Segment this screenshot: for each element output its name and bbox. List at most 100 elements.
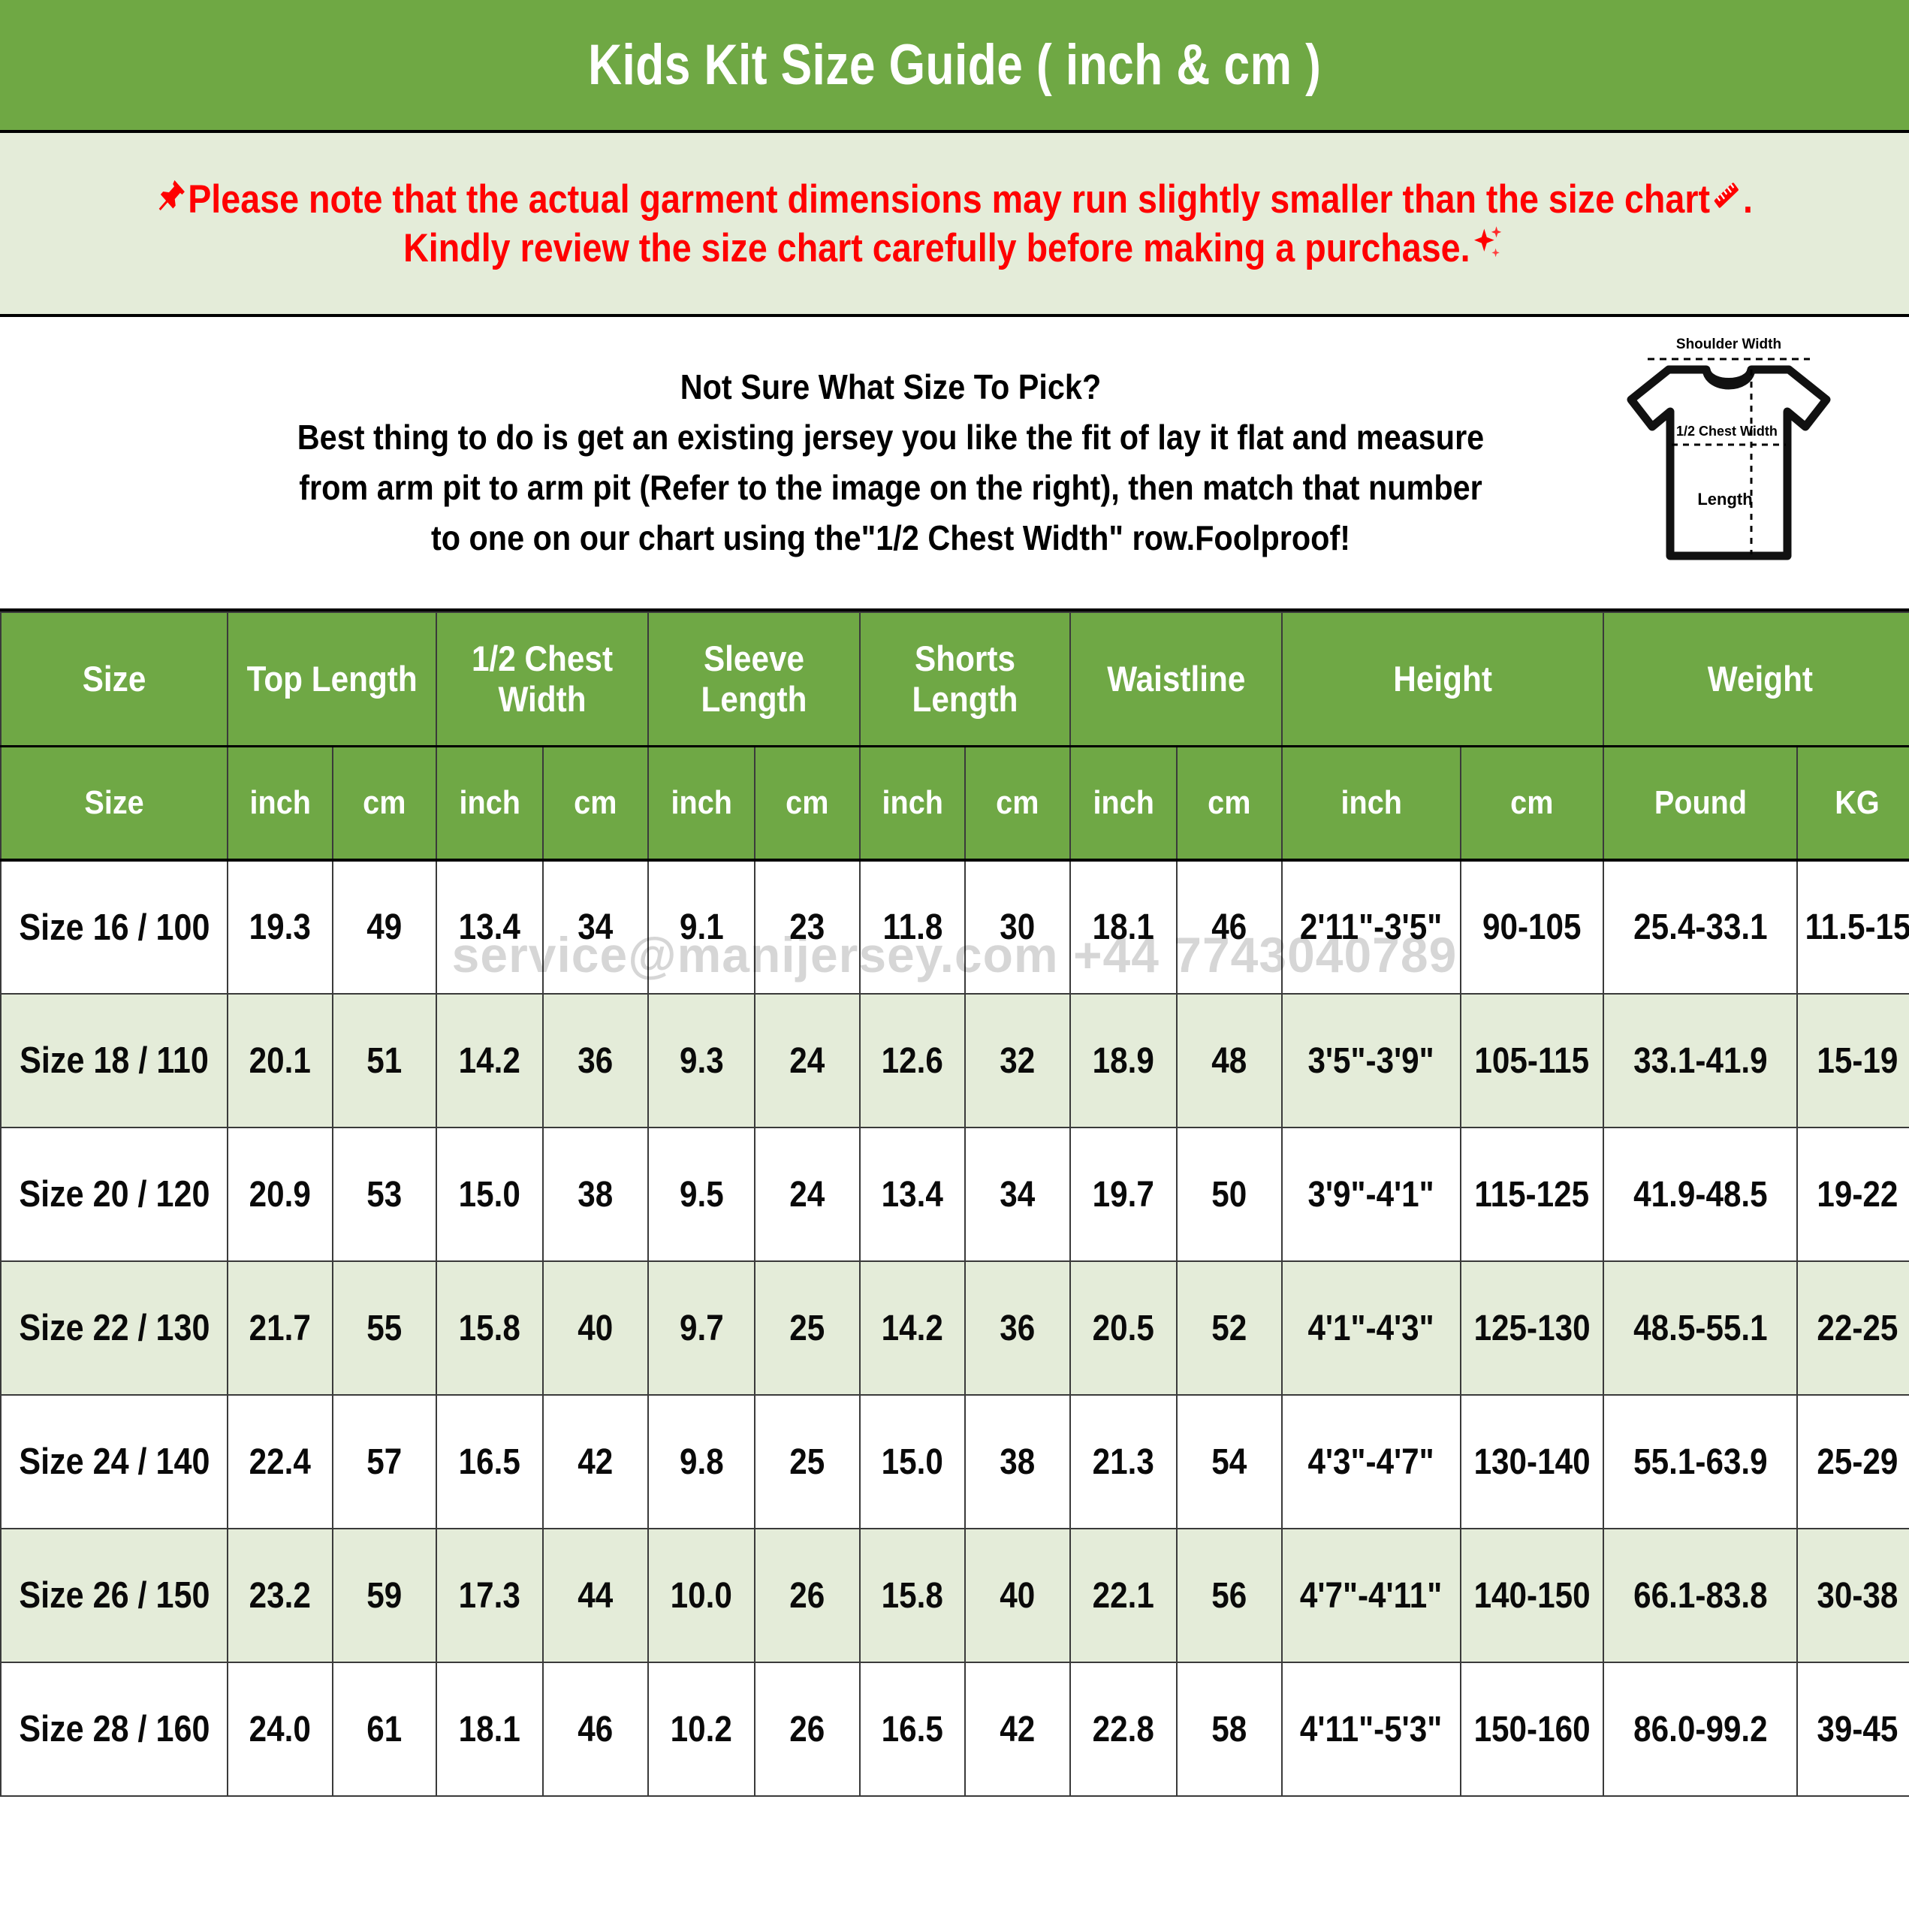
cell: 36 — [542, 993, 650, 1128]
cell: 20.1 — [227, 993, 333, 1128]
cell: 42 — [542, 1394, 650, 1529]
cell: 10.0 — [647, 1528, 756, 1663]
cell: 13.4 — [436, 859, 544, 995]
cell: 25 — [754, 1260, 861, 1396]
cell: 41.9-48.5 — [1603, 1127, 1799, 1262]
unit-header-cell: inch — [436, 744, 544, 862]
cell: 105-115 — [1460, 993, 1605, 1128]
notice-line-1: Please note that the actual garment dime… — [156, 177, 1753, 224]
cell: 57 — [331, 1394, 438, 1529]
cell: 2'11"-3'5" — [1281, 859, 1462, 995]
cell: 46 — [1176, 859, 1283, 995]
cell: 15.8 — [859, 1528, 967, 1663]
cell: 52 — [1176, 1260, 1283, 1396]
cell: 3'5"-3'9" — [1281, 993, 1462, 1128]
unit-header-cell: cm — [542, 744, 650, 862]
size-chart-table: Size Top Length 1/2 Chest Width Sleeve L… — [0, 611, 1909, 1797]
table-row: Size 22 / 130 21.7 55 15.8 40 9.7 25 14.… — [0, 1260, 1909, 1396]
cell: 48.5-55.1 — [1603, 1260, 1799, 1396]
tshirt-measurement-diagram: Shoulder Width 1/2 Chest Width Length — [1594, 331, 1864, 593]
cell: 16.5 — [436, 1394, 544, 1529]
cell: 25 — [754, 1394, 861, 1529]
row-size-label: Size 28 / 160 — [0, 1662, 228, 1797]
unit-header-cell: inch — [227, 744, 333, 862]
cell: 26 — [754, 1662, 861, 1797]
unit-header-cell: Size — [0, 744, 228, 862]
cell: 38 — [542, 1127, 650, 1262]
cell: 17.3 — [436, 1528, 544, 1663]
cell: 56 — [1176, 1528, 1283, 1663]
cell: 30 — [964, 859, 1072, 995]
cell: 58 — [1176, 1662, 1283, 1797]
cell: 26 — [754, 1528, 861, 1663]
cell: 14.2 — [436, 993, 544, 1128]
group-header-top-length: Top Length — [226, 611, 438, 747]
cell: 9.8 — [647, 1394, 756, 1529]
group-header-row: Size Top Length 1/2 Chest Width Sleeve L… — [0, 611, 1909, 747]
unit-header-row: Size inch cm inch cm inch cm inch cm inc… — [0, 744, 1909, 862]
sparkles-icon — [1471, 224, 1506, 274]
unit-header-cell: cm — [1460, 744, 1605, 862]
unit-header-cell: cm — [1176, 744, 1283, 862]
unit-header-cell: cm — [964, 744, 1072, 862]
group-header-height: Height — [1281, 611, 1605, 747]
tshirt-outline — [1627, 365, 1831, 560]
cell: 15.0 — [436, 1127, 544, 1262]
instructions-line-2: from arm pit to arm pit (Refer to the im… — [299, 468, 1482, 507]
cell: 38 — [964, 1394, 1072, 1529]
cell: 51 — [331, 993, 438, 1128]
cell: 11.8 — [859, 859, 967, 995]
cell: 14.2 — [859, 1260, 967, 1396]
cell: 13.4 — [859, 1127, 967, 1262]
cell: 22.8 — [1069, 1662, 1178, 1797]
unit-header-cell: Pound — [1603, 744, 1799, 862]
cell: 30-38 — [1796, 1528, 1909, 1663]
notice-text-2: Kindly review the size chart carefully b… — [403, 225, 1470, 270]
cell: 32 — [964, 993, 1072, 1128]
instructions-line-1: Best thing to do is get an existing jers… — [297, 417, 1485, 457]
cell: 25.4-33.1 — [1603, 859, 1799, 995]
table-row: Size 28 / 160 24.0 61 18.1 46 10.2 26 16… — [0, 1662, 1909, 1797]
table-row: Size 18 / 110 20.1 51 14.2 36 9.3 24 12.… — [0, 993, 1909, 1128]
notice-text-1: Please note that the actual garment dime… — [188, 177, 1711, 222]
cell: 4'1"-4'3" — [1281, 1260, 1462, 1396]
cell: 18.1 — [1069, 859, 1178, 995]
cell: 25-29 — [1796, 1394, 1909, 1529]
cell: 86.0-99.2 — [1603, 1662, 1799, 1797]
table-header: Size Top Length 1/2 Chest Width Sleeve L… — [0, 611, 1909, 862]
unit-header-cell: inch — [1281, 744, 1462, 862]
cell: 33.1-41.9 — [1603, 993, 1799, 1128]
cell: 46 — [542, 1662, 650, 1797]
cell: 19.3 — [227, 859, 333, 995]
cell: 40 — [964, 1528, 1072, 1663]
cell: 61 — [331, 1662, 438, 1797]
tshirt-collar — [1702, 368, 1756, 390]
unit-header-cell: inch — [647, 744, 756, 862]
cell: 20.9 — [227, 1127, 333, 1262]
cell: 24 — [754, 993, 861, 1128]
table-row: Size 26 / 150 23.2 59 17.3 44 10.0 26 15… — [0, 1528, 1909, 1663]
cell: 42 — [964, 1662, 1072, 1797]
cell: 44 — [542, 1528, 650, 1663]
cell: 9.7 — [647, 1260, 756, 1396]
unit-header-cell: cm — [754, 744, 861, 862]
cell: 15-19 — [1796, 993, 1909, 1128]
notice-line-2: Kindly review the size chart carefully b… — [403, 224, 1506, 274]
cell: 50 — [1176, 1127, 1283, 1262]
cell: 4'7"-4'11" — [1281, 1528, 1462, 1663]
row-size-label: Size 18 / 110 — [0, 993, 228, 1128]
cell: 9.1 — [647, 859, 756, 995]
cell: 21.7 — [227, 1260, 333, 1396]
notice-text-1-suffix: . — [1743, 177, 1754, 222]
instructions-line-3: to one on our chart using the"1/2 Chest … — [430, 518, 1351, 558]
cell: 24.0 — [227, 1662, 333, 1797]
group-header-size: Size — [0, 611, 228, 747]
shoulder-width-label: Shoulder Width — [1676, 337, 1781, 352]
cell: 150-160 — [1460, 1662, 1605, 1797]
cell: 22-25 — [1796, 1260, 1909, 1396]
cell: 10.2 — [647, 1662, 756, 1797]
cell: 22.4 — [227, 1394, 333, 1529]
cell: 54 — [1176, 1394, 1283, 1529]
cell: 36 — [964, 1260, 1072, 1396]
cell: 23.2 — [227, 1528, 333, 1663]
